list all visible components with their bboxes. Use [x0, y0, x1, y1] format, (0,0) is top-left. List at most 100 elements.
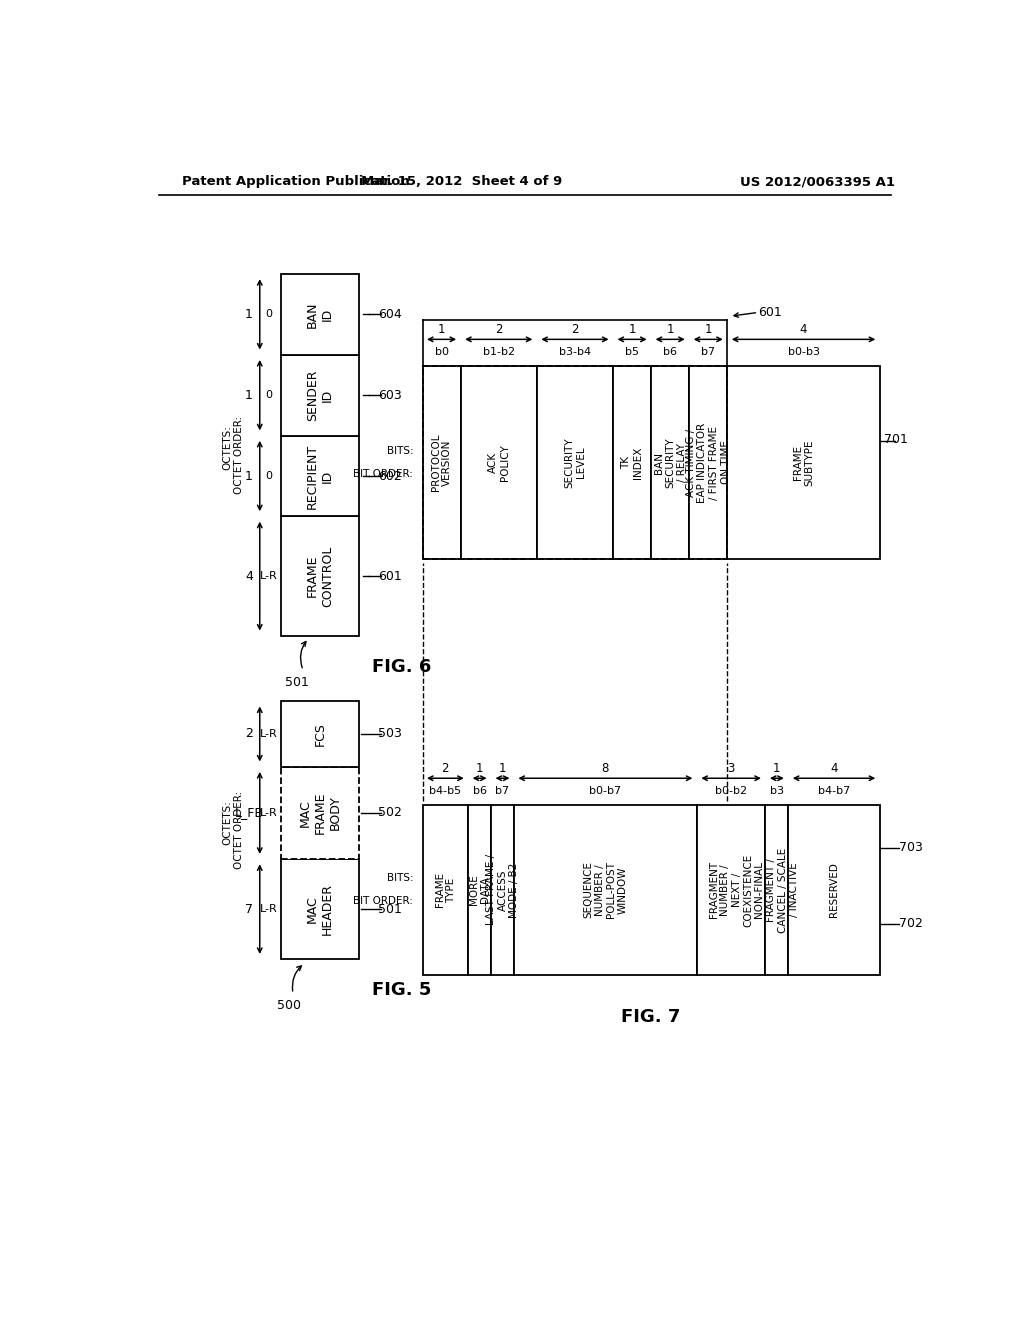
Text: b0: b0 [434, 347, 449, 358]
Text: OCTETS:: OCTETS: [222, 800, 232, 845]
Text: FCS: FCS [313, 722, 327, 746]
Text: 604: 604 [378, 308, 401, 321]
Text: MAC
HEADER: MAC HEADER [306, 883, 334, 935]
Text: b6: b6 [664, 347, 677, 358]
Text: b3: b3 [770, 787, 783, 796]
Text: 701: 701 [884, 433, 907, 446]
Text: b0-b2: b0-b2 [715, 787, 748, 796]
Bar [282, 767, 359, 859]
Text: 0: 0 [265, 391, 272, 400]
Text: L-R: L-R [260, 729, 278, 739]
Text: b0-b3: b0-b3 [787, 347, 819, 358]
Text: 1: 1 [245, 470, 253, 483]
Text: BIT ORDER:: BIT ORDER: [353, 469, 414, 479]
Bar [461, 367, 537, 558]
Text: 503: 503 [378, 727, 401, 741]
Bar [282, 275, 359, 355]
Text: LAST FRAME /
ACCESS
MODE / B2: LAST FRAME / ACCESS MODE / B2 [486, 854, 519, 925]
Text: OCTET ORDER:: OCTET ORDER: [233, 416, 244, 494]
Text: FRAME
TYPE: FRAME TYPE [434, 873, 456, 907]
Bar [765, 805, 788, 974]
Bar [282, 355, 359, 436]
Text: 1: 1 [629, 323, 636, 335]
Text: b7: b7 [496, 787, 510, 796]
Text: 2: 2 [495, 323, 503, 335]
Text: BITS:: BITS: [387, 874, 414, 883]
Text: RECIPIENT
ID: RECIPIENT ID [306, 444, 334, 508]
Text: L-R: L-R [260, 904, 278, 915]
Text: BITS:: BITS: [387, 446, 414, 455]
Text: 7: 7 [245, 903, 253, 916]
Text: 3: 3 [727, 762, 735, 775]
Bar [697, 805, 765, 974]
Text: 0: 0 [265, 309, 272, 319]
Bar [423, 805, 468, 974]
Text: 8: 8 [602, 762, 609, 775]
Text: 1: 1 [476, 762, 483, 775]
Text: L-R: L-R [260, 572, 278, 581]
Text: NON-FINAL
FRAGMENT /
CANCEL / SCALE
/ INACTIVE: NON-FINAL FRAGMENT / CANCEL / SCALE / IN… [755, 847, 800, 932]
Text: 601: 601 [378, 570, 401, 582]
Text: 500: 500 [278, 999, 301, 1012]
Text: FRAME
CONTROL: FRAME CONTROL [306, 545, 334, 607]
Bar [788, 805, 880, 974]
Text: b7: b7 [701, 347, 716, 358]
Text: 502: 502 [378, 807, 401, 820]
Text: OCTETS:: OCTETS: [222, 425, 232, 470]
Bar [613, 367, 651, 558]
Text: b0-b7: b0-b7 [590, 787, 622, 796]
Text: PROTOCOL
VERSION: PROTOCOL VERSION [431, 434, 453, 491]
Bar [689, 367, 727, 558]
Text: RESERVED: RESERVED [829, 862, 839, 917]
Text: b4-b7: b4-b7 [818, 787, 850, 796]
Text: ACK TIMING /
EAP INDICATOR
/ FIRST FRAME
ON TIME: ACK TIMING / EAP INDICATOR / FIRST FRAME… [686, 422, 731, 503]
Bar [282, 436, 359, 516]
Bar [468, 805, 492, 974]
Text: 501: 501 [378, 903, 401, 916]
Text: FIG. 7: FIG. 7 [622, 1008, 681, 1026]
Text: SENDER
ID: SENDER ID [306, 370, 334, 421]
Text: 2: 2 [441, 762, 450, 775]
Text: 1: 1 [667, 323, 674, 335]
Bar [282, 859, 359, 960]
Text: 1: 1 [245, 308, 253, 321]
Text: US 2012/0063395 A1: US 2012/0063395 A1 [740, 176, 895, 187]
Text: b5: b5 [625, 347, 639, 358]
Bar [492, 805, 514, 974]
Text: 703: 703 [899, 841, 923, 854]
Text: 603: 603 [378, 388, 401, 401]
Text: 702: 702 [899, 917, 923, 931]
Text: BIT ORDER:: BIT ORDER: [353, 896, 414, 907]
Bar [514, 805, 697, 974]
Text: SECURITY
LEVEL: SECURITY LEVEL [564, 437, 586, 488]
Text: BAN
SECURITY
/ RELAY: BAN SECURITY / RELAY [653, 437, 687, 488]
Text: 4: 4 [830, 762, 838, 775]
Bar [651, 367, 689, 558]
Bar [423, 367, 461, 558]
Text: 501: 501 [285, 676, 309, 689]
Text: L_FB: L_FB [234, 807, 263, 820]
Text: SEQUENCE
NUMBER /
POLL-POST
WINDOW: SEQUENCE NUMBER / POLL-POST WINDOW [583, 862, 628, 919]
Text: 4: 4 [245, 570, 253, 582]
Text: TK
INDEX: TK INDEX [622, 446, 643, 479]
Text: 1: 1 [705, 323, 712, 335]
Bar [423, 367, 727, 558]
Text: b1-b2: b1-b2 [482, 347, 515, 358]
Text: 1: 1 [438, 323, 445, 335]
Text: FIG. 6: FIG. 6 [372, 657, 431, 676]
Text: ACK
POLICY: ACK POLICY [487, 444, 510, 480]
Text: BAN
ID: BAN ID [306, 301, 334, 327]
Text: FRAME
SUBTYPE: FRAME SUBTYPE [793, 440, 814, 486]
Text: 4: 4 [800, 323, 807, 335]
Text: 601: 601 [758, 306, 782, 319]
Text: FRAGMENT
NUMBER /
NEXT /
COEXISTENCE: FRAGMENT NUMBER / NEXT / COEXISTENCE [709, 853, 754, 927]
Text: MORE
DATA: MORE DATA [469, 875, 490, 906]
Text: OCTET ORDER:: OCTET ORDER: [233, 791, 244, 870]
Text: Mar. 15, 2012  Sheet 4 of 9: Mar. 15, 2012 Sheet 4 of 9 [360, 176, 562, 187]
Bar [727, 367, 880, 558]
Text: 1: 1 [773, 762, 780, 775]
Text: 1: 1 [245, 388, 253, 401]
Text: 0: 0 [265, 471, 272, 480]
Text: 1: 1 [499, 762, 506, 775]
Bar [537, 367, 613, 558]
